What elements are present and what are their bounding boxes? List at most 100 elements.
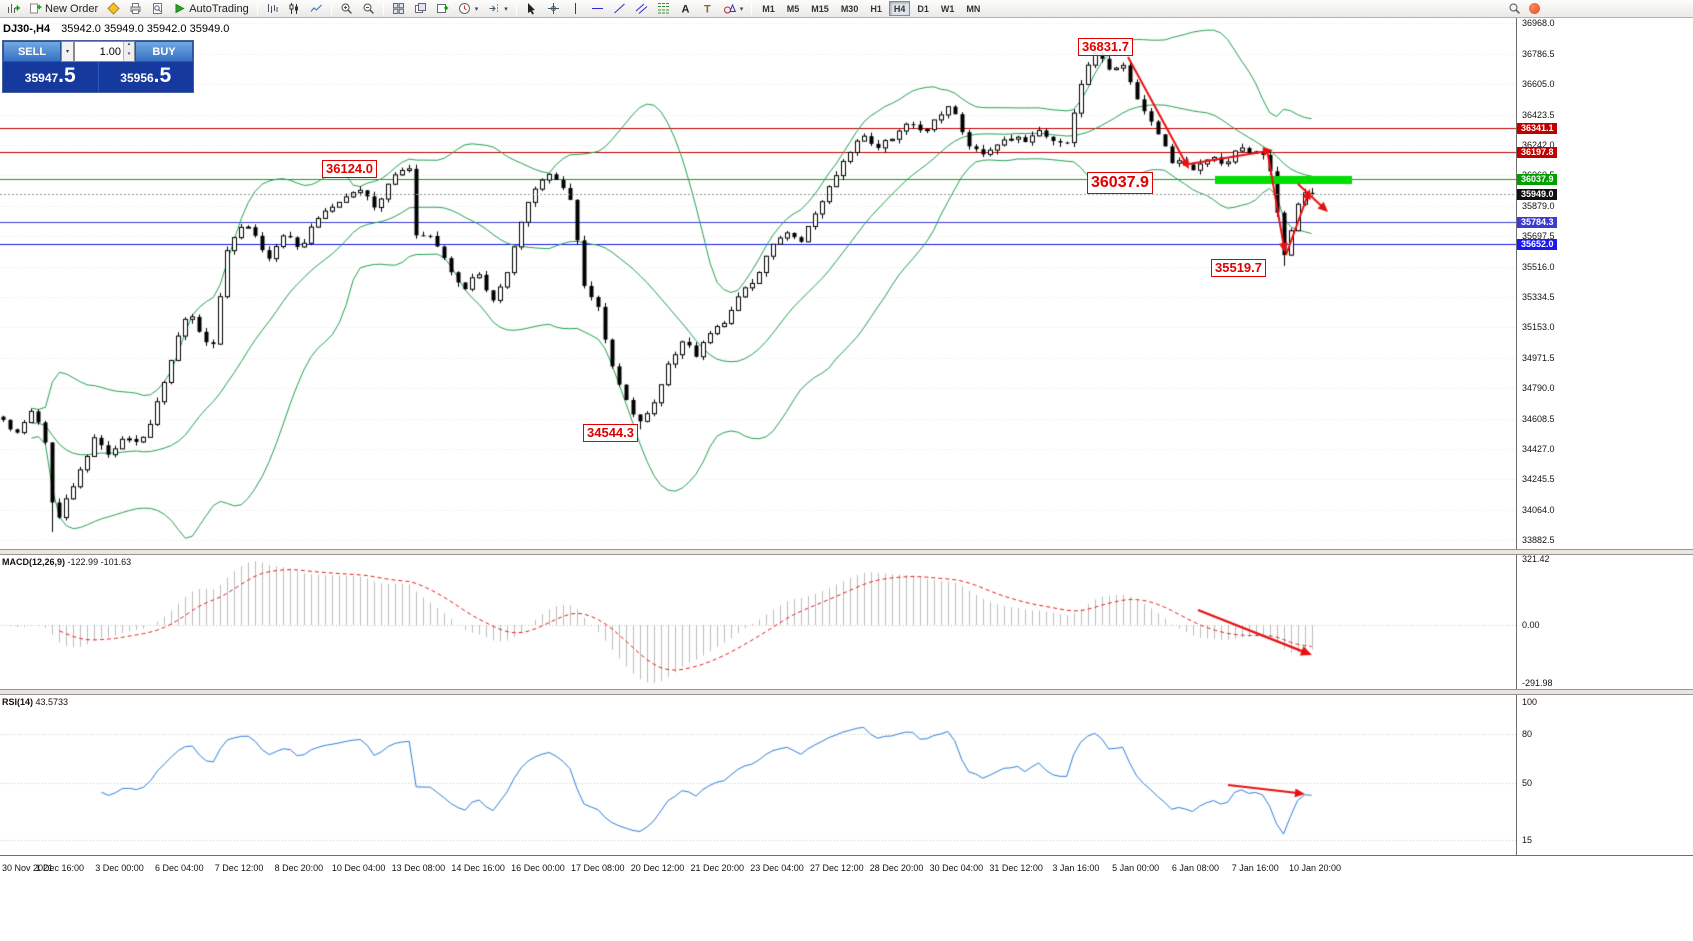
- diamond-icon: [107, 2, 120, 15]
- volume-spinner[interactable]: ▴ ▾: [123, 42, 134, 61]
- autoscroll-button[interactable]: ▾: [454, 1, 483, 17]
- autotrading-button[interactable]: AutoTrading: [169, 1, 253, 17]
- rsi-indicator-canvas[interactable]: [0, 695, 1516, 855]
- toolbar-right-group: [1508, 2, 1540, 15]
- zoom-in-button[interactable]: [336, 1, 357, 17]
- print-icon: [130, 3, 141, 14]
- print-button[interactable]: [125, 1, 146, 17]
- macd-axis-label: -291.98: [1522, 678, 1553, 688]
- vertical-line-tool-button[interactable]: [565, 1, 586, 17]
- shapes-icon: [723, 3, 736, 14]
- timeframe-d1-button[interactable]: D1: [912, 1, 934, 16]
- timeframe-m30-button[interactable]: M30: [836, 1, 864, 16]
- cascade-windows-button[interactable]: [410, 1, 431, 17]
- macd-indicator-canvas[interactable]: [0, 555, 1516, 689]
- text-tool-button[interactable]: A: [675, 1, 696, 17]
- new-order-label: New Order: [45, 2, 99, 15]
- time-axis-label: 6 Dec 04:00: [155, 863, 204, 873]
- price-line-tag: 36197.8: [1517, 147, 1557, 159]
- zoom-out-icon: [363, 3, 374, 14]
- time-axis-label: 31 Dec 12:00: [989, 863, 1043, 873]
- line-chart-button[interactable]: [306, 1, 327, 17]
- timeframe-h4-button[interactable]: H4: [888, 1, 911, 16]
- tile-windows-button[interactable]: [388, 1, 409, 17]
- symbol-ohlc: 35942.0 35949.0 35942.0 35949.0: [61, 23, 230, 35]
- price-tick-label: 36423.5: [1522, 109, 1555, 120]
- panel-separator[interactable]: [0, 689, 1693, 695]
- chevron-down-icon: ▾: [504, 5, 508, 13]
- price-axis[interactable]: 36968.036786.536605.036423.536242.036060…: [1516, 18, 1693, 855]
- spin-down-icon[interactable]: ▾: [124, 51, 134, 61]
- time-axis-label: 3 Jan 16:00: [1052, 863, 1100, 873]
- zoom-out-button[interactable]: [358, 1, 379, 17]
- price-tick-label: 36605.0: [1522, 79, 1555, 90]
- window-bottom-space: [0, 880, 1693, 941]
- volume-dropdown-icon[interactable]: ▾: [61, 41, 74, 62]
- channel-tool-button[interactable]: [631, 1, 652, 17]
- timeframe-w1-button[interactable]: W1: [936, 1, 960, 16]
- time-axis-label: 30 Dec 04:00: [929, 863, 984, 873]
- chevron-down-icon: ▾: [474, 5, 479, 13]
- macd-values: -122.99 -101.63: [67, 557, 132, 567]
- chevron-down-icon: ▾: [739, 5, 744, 13]
- buy-price-fraction: .5: [153, 64, 172, 87]
- time-axis-label: 13 Dec 08:00: [391, 863, 446, 873]
- bar-chart-button[interactable]: [262, 1, 283, 17]
- timeframe-h1-button[interactable]: H1: [865, 1, 887, 16]
- panel-separator[interactable]: [0, 549, 1693, 555]
- new-order-button[interactable]: New Order: [25, 1, 102, 17]
- crosshair-tool-button[interactable]: [543, 1, 564, 17]
- preview-icon: [153, 3, 163, 14]
- tile-windows-icon: [392, 3, 404, 14]
- time-axis[interactable]: 30 Nov 2021 1 Dec 16:00 3 Dec 00:00 6 Dec 0…: [0, 855, 1693, 880]
- price-tick-label: 33882.5: [1522, 535, 1555, 546]
- timeframe-m5-button[interactable]: M5: [782, 1, 805, 16]
- new-chart-button[interactable]: [3, 1, 24, 17]
- chart-shift-button[interactable]: ▾: [483, 1, 512, 17]
- horizontal-line-icon: [591, 8, 603, 9]
- text-label-tool-button[interactable]: T: [697, 1, 718, 17]
- new-chart-icon: [8, 4, 20, 13]
- print-preview-button[interactable]: [147, 1, 168, 17]
- time-axis-label: 6 Jan 08:00: [1171, 863, 1219, 873]
- chart-annotation-label: 34544.3: [583, 424, 638, 443]
- timeframe-m1-button[interactable]: M1: [757, 1, 780, 16]
- one-click-trading-widget: SELL ▾ ▴▾ BUY 35947.5 35956.5: [2, 40, 194, 93]
- fibonacci-tool-button[interactable]: [653, 1, 674, 17]
- buy-button[interactable]: BUY: [135, 41, 193, 62]
- chart-annotation-label: 36037.9: [1087, 172, 1153, 194]
- rsi-value: 43.5733: [35, 697, 69, 707]
- sell-button[interactable]: SELL: [3, 41, 61, 62]
- shapes-tool-button[interactable]: ▾: [719, 1, 748, 17]
- price-tick-label: 34790.0: [1522, 383, 1555, 394]
- price-tick-label: 35516.0: [1522, 261, 1555, 272]
- horizontal-line-tool-button[interactable]: [587, 1, 608, 17]
- mql-editor-button[interactable]: [103, 1, 124, 17]
- time-axis-label: 5 Jan 00:00: [1112, 863, 1160, 873]
- price-line-tag: 36341.1: [1517, 123, 1557, 135]
- macd-name: MACD(12,26,9): [2, 557, 66, 567]
- price-tick-label: 34064.0: [1522, 504, 1555, 515]
- timeframe-mn-button[interactable]: MN: [961, 1, 985, 16]
- toolbar-separator: [751, 2, 753, 15]
- timeframe-m15-button[interactable]: M15: [806, 1, 834, 16]
- search-icon[interactable]: [1508, 2, 1521, 15]
- candlestick-chart-button[interactable]: [284, 1, 305, 17]
- trendline-tool-button[interactable]: [609, 1, 630, 17]
- trendline-icon: [613, 3, 625, 14]
- chart-annotation-label: 35519.7: [1211, 259, 1266, 278]
- new-window-button[interactable]: [432, 1, 453, 17]
- chart-annotation-label: 36124.0: [322, 160, 377, 179]
- main-chart-canvas[interactable]: [0, 18, 1516, 549]
- rsi-axis-label: 100: [1522, 696, 1538, 707]
- toolbar-separator: [515, 2, 517, 15]
- toolbar-separator: [382, 2, 384, 15]
- fibonacci-icon: [657, 3, 669, 14]
- volume-input[interactable]: [75, 42, 123, 61]
- cursor-tool-button[interactable]: [521, 1, 542, 17]
- clock-icon: [458, 3, 470, 14]
- spin-up-icon[interactable]: ▴: [124, 42, 134, 52]
- chart-annotation-label: 36831.7: [1078, 38, 1133, 57]
- candlestick-icon: [289, 3, 298, 14]
